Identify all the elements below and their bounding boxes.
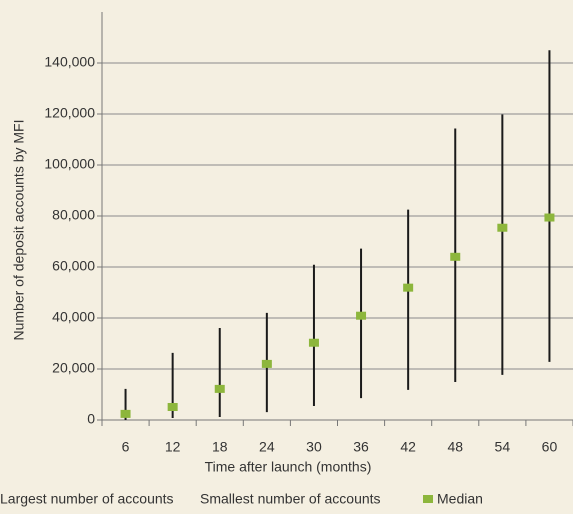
legend-label: Largest number of accounts bbox=[0, 491, 174, 507]
x-tick-label: 12 bbox=[165, 439, 181, 455]
x-tick-label: 36 bbox=[353, 439, 369, 455]
x-tick-label: 54 bbox=[495, 439, 511, 455]
y-tick-label: 0 bbox=[87, 411, 95, 427]
y-tick-label: 80,000 bbox=[52, 207, 95, 223]
y-tick-label: 100,000 bbox=[44, 156, 95, 172]
x-tick-label: 6 bbox=[122, 439, 130, 455]
legend-label: Median bbox=[437, 491, 483, 507]
x-tick-label: 18 bbox=[212, 439, 228, 455]
y-tick-label: 140,000 bbox=[44, 54, 95, 70]
median-marker bbox=[214, 384, 225, 393]
x-tick-label: 60 bbox=[542, 439, 558, 455]
x-tick-label: 30 bbox=[306, 439, 322, 455]
x-tick-label: 42 bbox=[400, 439, 416, 455]
median-marker bbox=[403, 283, 414, 292]
median-marker bbox=[308, 338, 319, 347]
y-axis-title: Number of deposit accounts by MFI bbox=[11, 120, 27, 341]
y-tick-label: 40,000 bbox=[52, 309, 95, 325]
legend-label: Smallest number of accounts bbox=[200, 491, 381, 507]
median-marker bbox=[120, 409, 131, 418]
median-marker bbox=[261, 359, 272, 368]
median-marker bbox=[356, 311, 367, 320]
legend-swatch bbox=[423, 495, 433, 503]
x-axis-title: Time after launch (months) bbox=[205, 459, 372, 475]
median-marker bbox=[450, 252, 461, 261]
y-tick-label: 20,000 bbox=[52, 360, 95, 376]
y-tick-label: 120,000 bbox=[44, 105, 95, 121]
x-tick-label: 48 bbox=[447, 439, 463, 455]
median-marker bbox=[167, 402, 178, 411]
x-tick-label: 24 bbox=[259, 439, 275, 455]
median-marker bbox=[497, 223, 508, 232]
median-marker bbox=[544, 213, 555, 222]
y-tick-label: 60,000 bbox=[52, 258, 95, 274]
